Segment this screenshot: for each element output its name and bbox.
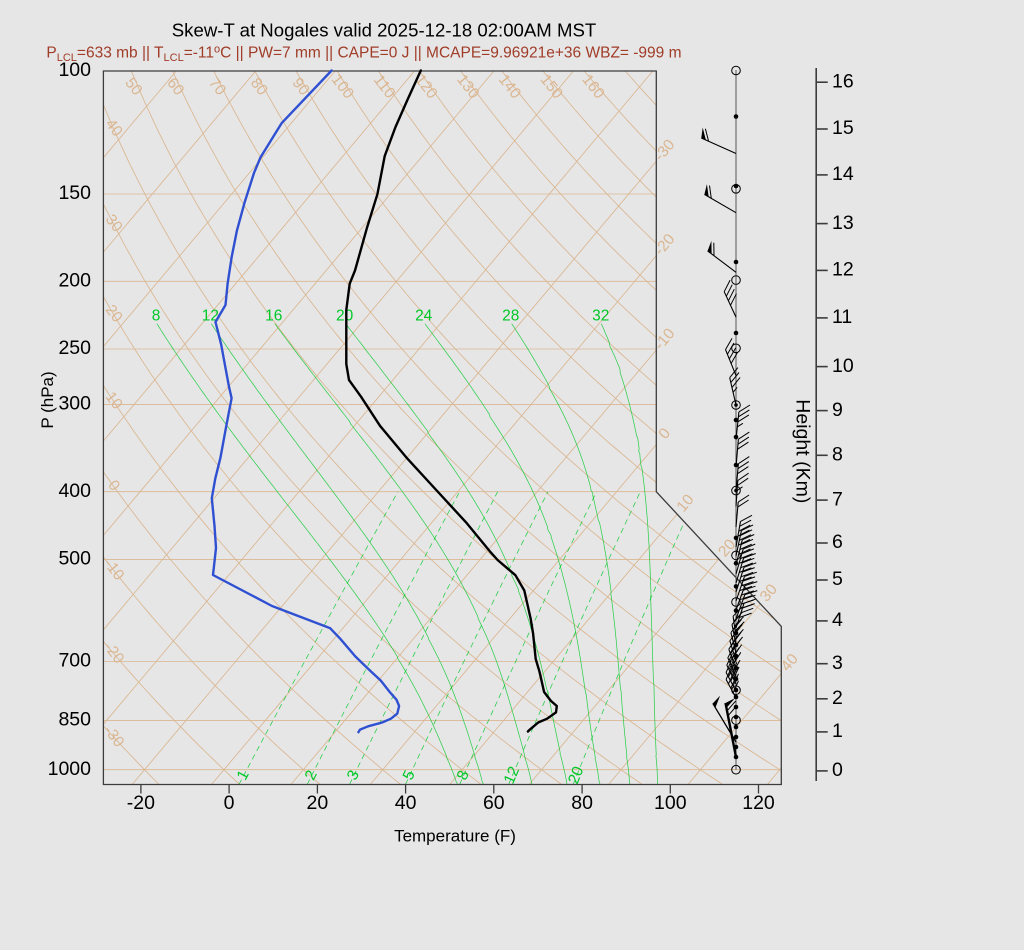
svg-text:12: 12: [501, 764, 523, 787]
svg-text:P (hPa): P (hPa): [38, 371, 57, 428]
svg-text:60: 60: [483, 792, 505, 814]
svg-text:100: 100: [654, 792, 687, 814]
svg-text:500: 500: [58, 548, 91, 570]
svg-text:Skew-T at Nogales valid 2025-1: Skew-T at Nogales valid 2025-12-18 02:00…: [172, 19, 596, 40]
svg-text:0: 0: [224, 792, 235, 814]
svg-text:16: 16: [265, 308, 282, 325]
svg-text:6: 6: [832, 531, 843, 553]
svg-text:28: 28: [502, 308, 519, 325]
svg-text:700: 700: [58, 650, 91, 672]
svg-text:40: 40: [395, 792, 417, 814]
svg-text:32: 32: [592, 308, 609, 325]
svg-text:8: 8: [152, 308, 161, 325]
svg-text:Height (Km): Height (Km): [791, 399, 813, 503]
svg-text:12: 12: [202, 308, 219, 325]
svg-text:300: 300: [58, 393, 91, 415]
svg-text:0: 0: [832, 759, 843, 781]
svg-text:20: 20: [565, 764, 587, 787]
svg-text:9: 9: [832, 399, 843, 421]
svg-text:15: 15: [832, 117, 854, 139]
svg-text:1: 1: [832, 720, 843, 742]
svg-text:PLCL=633 mb || TLCL=-11oC || P: PLCL=633 mb || TLCL=-11oC || PW=7 mm || …: [46, 44, 681, 65]
svg-text:400: 400: [58, 480, 91, 502]
svg-text:250: 250: [58, 337, 91, 359]
svg-text:4: 4: [832, 609, 843, 631]
svg-text:3: 3: [832, 652, 843, 674]
svg-text:11: 11: [832, 306, 852, 328]
svg-text:150: 150: [58, 182, 91, 204]
svg-text:12: 12: [832, 259, 854, 281]
svg-text:120: 120: [742, 792, 775, 814]
svg-text:10: 10: [832, 355, 854, 377]
svg-text:13: 13: [832, 212, 854, 234]
svg-text:100: 100: [58, 59, 91, 81]
svg-text:-20: -20: [127, 792, 155, 814]
svg-text:20: 20: [307, 792, 329, 814]
svg-text:2: 2: [832, 687, 843, 709]
svg-text:14: 14: [832, 163, 854, 185]
svg-text:80: 80: [571, 792, 593, 814]
svg-text:20: 20: [336, 308, 354, 325]
svg-text:7: 7: [832, 488, 843, 510]
svg-text:Temperature (F): Temperature (F): [394, 826, 516, 845]
svg-text:1000: 1000: [48, 758, 92, 780]
svg-text:850: 850: [58, 709, 91, 731]
svg-text:200: 200: [58, 269, 91, 291]
svg-text:16: 16: [832, 70, 854, 92]
svg-text:8: 8: [832, 443, 843, 465]
svg-text:5: 5: [832, 568, 843, 590]
svg-text:24: 24: [415, 308, 433, 325]
